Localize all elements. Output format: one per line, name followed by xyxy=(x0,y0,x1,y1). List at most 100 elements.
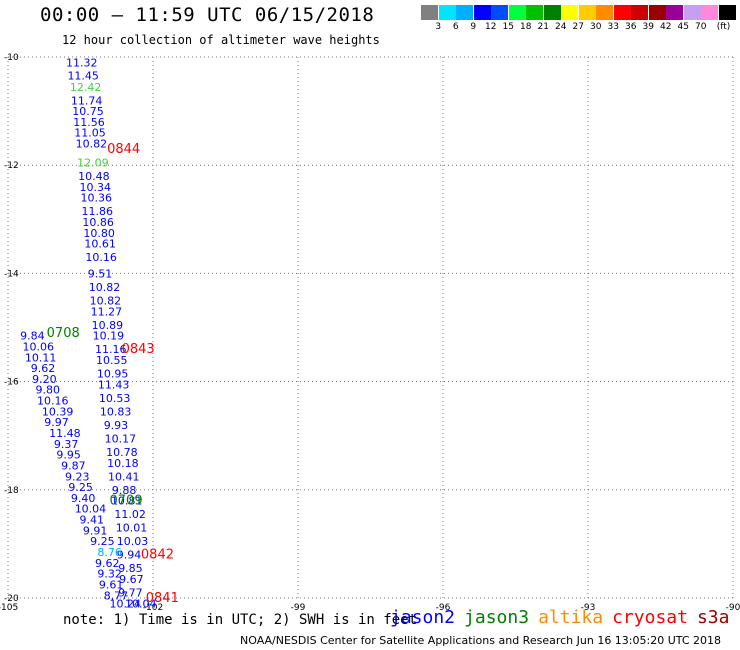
color-swatch xyxy=(648,5,666,20)
credit-text: NOAA/NESDIS Center for Satellite Applica… xyxy=(240,634,722,647)
wave-height-label: 9.84 xyxy=(20,330,45,343)
time-label: 0841 xyxy=(146,591,179,606)
wave-height-label: 9.61 xyxy=(99,578,124,591)
mission-legend-entry: altika xyxy=(538,607,604,628)
wave-height-label: 10.36 xyxy=(81,192,113,205)
wave-height-label: 10.16 xyxy=(85,251,117,264)
wave-height-label: 8.77 xyxy=(104,589,129,602)
wave-height-label: 11.43 xyxy=(98,378,129,391)
x-tick-label: -99 xyxy=(291,603,306,610)
color-scale-label: 21 xyxy=(537,22,549,32)
wave-height-label: 9.85 xyxy=(118,562,143,575)
wave-height-label: 10.78 xyxy=(106,446,138,459)
wave-height-label: 9.62 xyxy=(31,362,56,375)
wave-height-label: 9.94 xyxy=(117,549,142,562)
wave-height-label: 9.23 xyxy=(65,470,90,483)
x-tick-label: -96 xyxy=(436,603,451,610)
color-scale-unit: (ft) xyxy=(716,22,731,32)
wave-height-label: 10.80 xyxy=(83,227,115,240)
time-label: 0843 xyxy=(122,342,155,357)
wave-height-label: 9.97 xyxy=(44,416,69,429)
color-scale-label: 3 xyxy=(435,22,442,32)
wave-height-label: 10.95 xyxy=(97,367,129,380)
time-label: 0709 xyxy=(110,494,143,509)
color-swatch xyxy=(508,5,526,20)
color-scale-label: 39 xyxy=(642,22,654,32)
wave-height-label: 10.24 xyxy=(110,597,142,610)
wave-height-label: 9.95 xyxy=(56,449,80,462)
wave-height-label: 11.05 xyxy=(74,127,106,140)
wave-height-label: 9.88 xyxy=(112,484,136,497)
mission-legend: jason2 jason3 altika cryosat s3a xyxy=(390,607,738,628)
wave-height-label: 10.41 xyxy=(108,470,140,483)
color-swatch xyxy=(683,5,701,20)
color-swatch xyxy=(613,5,631,20)
wave-height-label: 10.89 xyxy=(92,319,124,332)
wave-height-label: 10.06 xyxy=(23,340,55,353)
wave-height-label: 11.32 xyxy=(66,56,98,69)
wave-height-label: 9.32 xyxy=(97,568,122,581)
scatter-plot: -10 -12 -14 -16 -18 -20-105 -102 -99 -96 -93 -90 11… xyxy=(0,53,740,610)
wave-height-label: 10.53 xyxy=(99,392,131,405)
color-scale-label: 18 xyxy=(520,22,532,32)
wave-height-label: 10.82 xyxy=(76,138,108,151)
note-text: note: 1) Time is in UTC; 2) SWH is in fe… xyxy=(63,612,418,628)
color-scale-label: 6 xyxy=(452,22,459,32)
wave-height-label: 11.56 xyxy=(73,116,105,129)
wave-height-label: 11.27 xyxy=(91,305,123,318)
wave-height-label: 9.77 xyxy=(118,587,143,600)
y-tick-label: -18 xyxy=(4,486,19,496)
x-tick-label: -102 xyxy=(143,603,163,610)
wave-height-label: 9.40 xyxy=(71,492,96,505)
chart-title: 00:00 – 11:59 UTC 06/15/2018 xyxy=(40,4,375,26)
y-tick-label: -16 xyxy=(4,378,19,388)
color-swatch xyxy=(473,5,491,20)
mission-legend-entry: jason3 xyxy=(464,607,530,628)
color-swatch xyxy=(561,5,578,20)
wave-height-label: 11.02 xyxy=(114,508,146,521)
wave-height-label: 10.61 xyxy=(84,238,116,251)
mission-legend-entry: jason2 xyxy=(390,607,456,628)
color-scale-label: 70 xyxy=(695,22,707,32)
wave-height-label: 11.86 xyxy=(81,205,113,218)
wave-height-label: 10.86 xyxy=(82,216,114,229)
wave-height-label: 11.74 xyxy=(71,94,103,107)
wave-height-label: 9.20 xyxy=(32,373,57,386)
y-tick-label: -10 xyxy=(4,53,19,63)
time-label: 0842 xyxy=(141,548,174,563)
mission-legend-entry: s3a xyxy=(696,607,730,628)
wave-height-label: 9.67 xyxy=(119,573,143,586)
wave-height-label: 10.04 xyxy=(75,503,107,516)
wave-height-label: 9.41 xyxy=(80,514,105,527)
wave-height-label: 10.81 xyxy=(111,495,143,508)
wave-height-label: 10.11 xyxy=(25,351,56,364)
color-swatch xyxy=(526,5,543,20)
wave-height-label: 9.87 xyxy=(61,459,86,472)
y-tick-label: -14 xyxy=(4,269,19,279)
wave-height-label: 9.25 xyxy=(68,481,93,494)
wave-height-label: 10.39 xyxy=(42,405,73,418)
color-scale-label: 9 xyxy=(470,22,477,32)
color-swatch xyxy=(718,5,736,20)
wave-height-label: 10.16 xyxy=(37,395,69,408)
chart-subtitle: 12 hour collection of altimeter wave hei… xyxy=(62,33,380,47)
y-tick-label: -12 xyxy=(4,161,19,171)
wave-height-label: 9.25 xyxy=(90,535,115,548)
color-swatch xyxy=(543,5,561,20)
color-scale-label: 15 xyxy=(502,22,514,32)
color-swatch xyxy=(578,5,596,20)
wave-height-label: 10.82 xyxy=(89,281,121,294)
wave-height-label: 10.75 xyxy=(72,105,104,118)
color-swatch xyxy=(421,5,438,20)
color-scale-label: 33 xyxy=(607,22,619,32)
color-swatch xyxy=(596,5,613,20)
wave-height-label: 8.76 xyxy=(97,546,122,559)
color-scale-label: 30 xyxy=(590,22,602,32)
wave-height-label: 9.51 xyxy=(88,267,113,280)
color-scale-label: 45 xyxy=(677,22,689,32)
color-swatch xyxy=(701,5,718,20)
mission-legend-entry: cryosat xyxy=(612,607,688,628)
color-scale-label: 12 xyxy=(485,22,497,32)
wave-height-label: 9.80 xyxy=(36,384,61,397)
wave-height-label: 12.09 xyxy=(77,156,109,169)
